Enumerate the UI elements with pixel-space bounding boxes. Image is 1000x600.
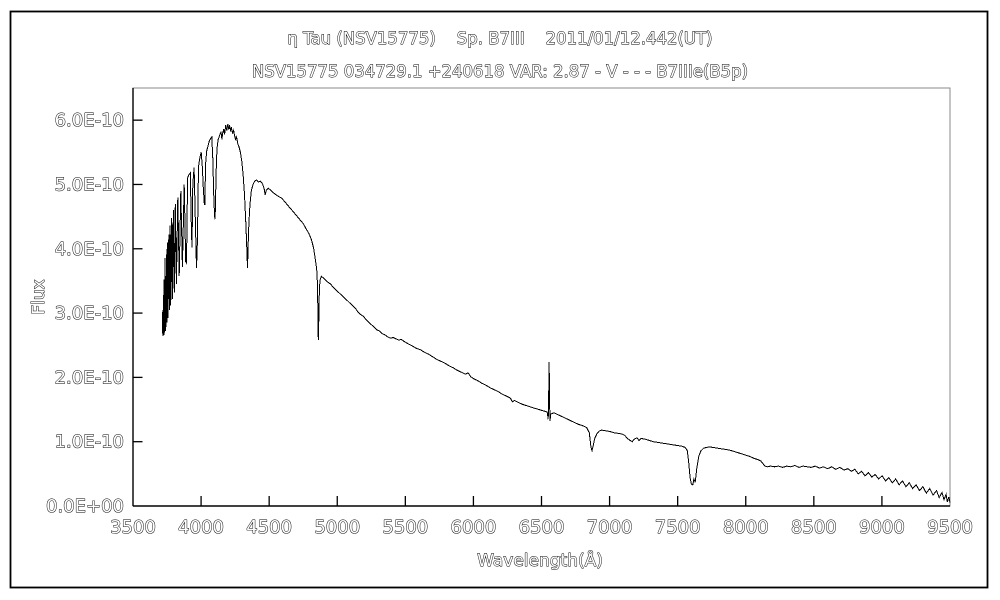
- y-tick-label: 1.0E-10: [55, 432, 124, 453]
- x-tick-label: 4500: [246, 517, 292, 538]
- x-tick-label: 3500: [110, 517, 156, 538]
- y-tick-label: 4.0E-10: [55, 239, 124, 260]
- x-tick-label: 5500: [382, 517, 428, 538]
- plot-area: [132, 87, 951, 507]
- y-tick-label: 6.0E-10: [55, 110, 124, 131]
- x-tick-label: 5000: [314, 517, 360, 538]
- x-tick-label: 8500: [791, 517, 837, 538]
- x-tick-label: 7500: [655, 517, 701, 538]
- chart-title-line2: NSV15775 034729.1 +240618 VAR: 2.87 - V …: [252, 62, 748, 81]
- x-axis-title: Wavelength(Å): [477, 549, 603, 571]
- x-tick-label: 7000: [587, 517, 633, 538]
- axis-ticks: [133, 119, 883, 506]
- chart-title-line1: η Tau (NSV15775) Sp. B7III 2011/01/12.44…: [287, 29, 712, 48]
- x-tick-label: 9500: [927, 517, 973, 538]
- y-tick-label: 3.0E-10: [55, 303, 124, 324]
- x-tick-label: 6500: [519, 517, 565, 538]
- x-tick-label: 6000: [451, 517, 497, 538]
- axis-tick-labels: 3500 4000 4500 5000 5500 6000 6500 7000 7500 8000…: [46, 110, 974, 539]
- y-tick-label: 5.0E-10: [55, 174, 124, 195]
- spectrum-line: [161, 123, 951, 503]
- x-tick-label: 9000: [859, 517, 905, 538]
- image-border: [9, 10, 989, 589]
- y-axis-title: Flux: [29, 279, 49, 314]
- y-tick-label: 2.0E-10: [55, 367, 124, 388]
- x-tick-label: 4000: [178, 517, 224, 538]
- x-tick-label: 8000: [723, 517, 769, 538]
- y-tick-label: 0.0E+00: [46, 496, 124, 517]
